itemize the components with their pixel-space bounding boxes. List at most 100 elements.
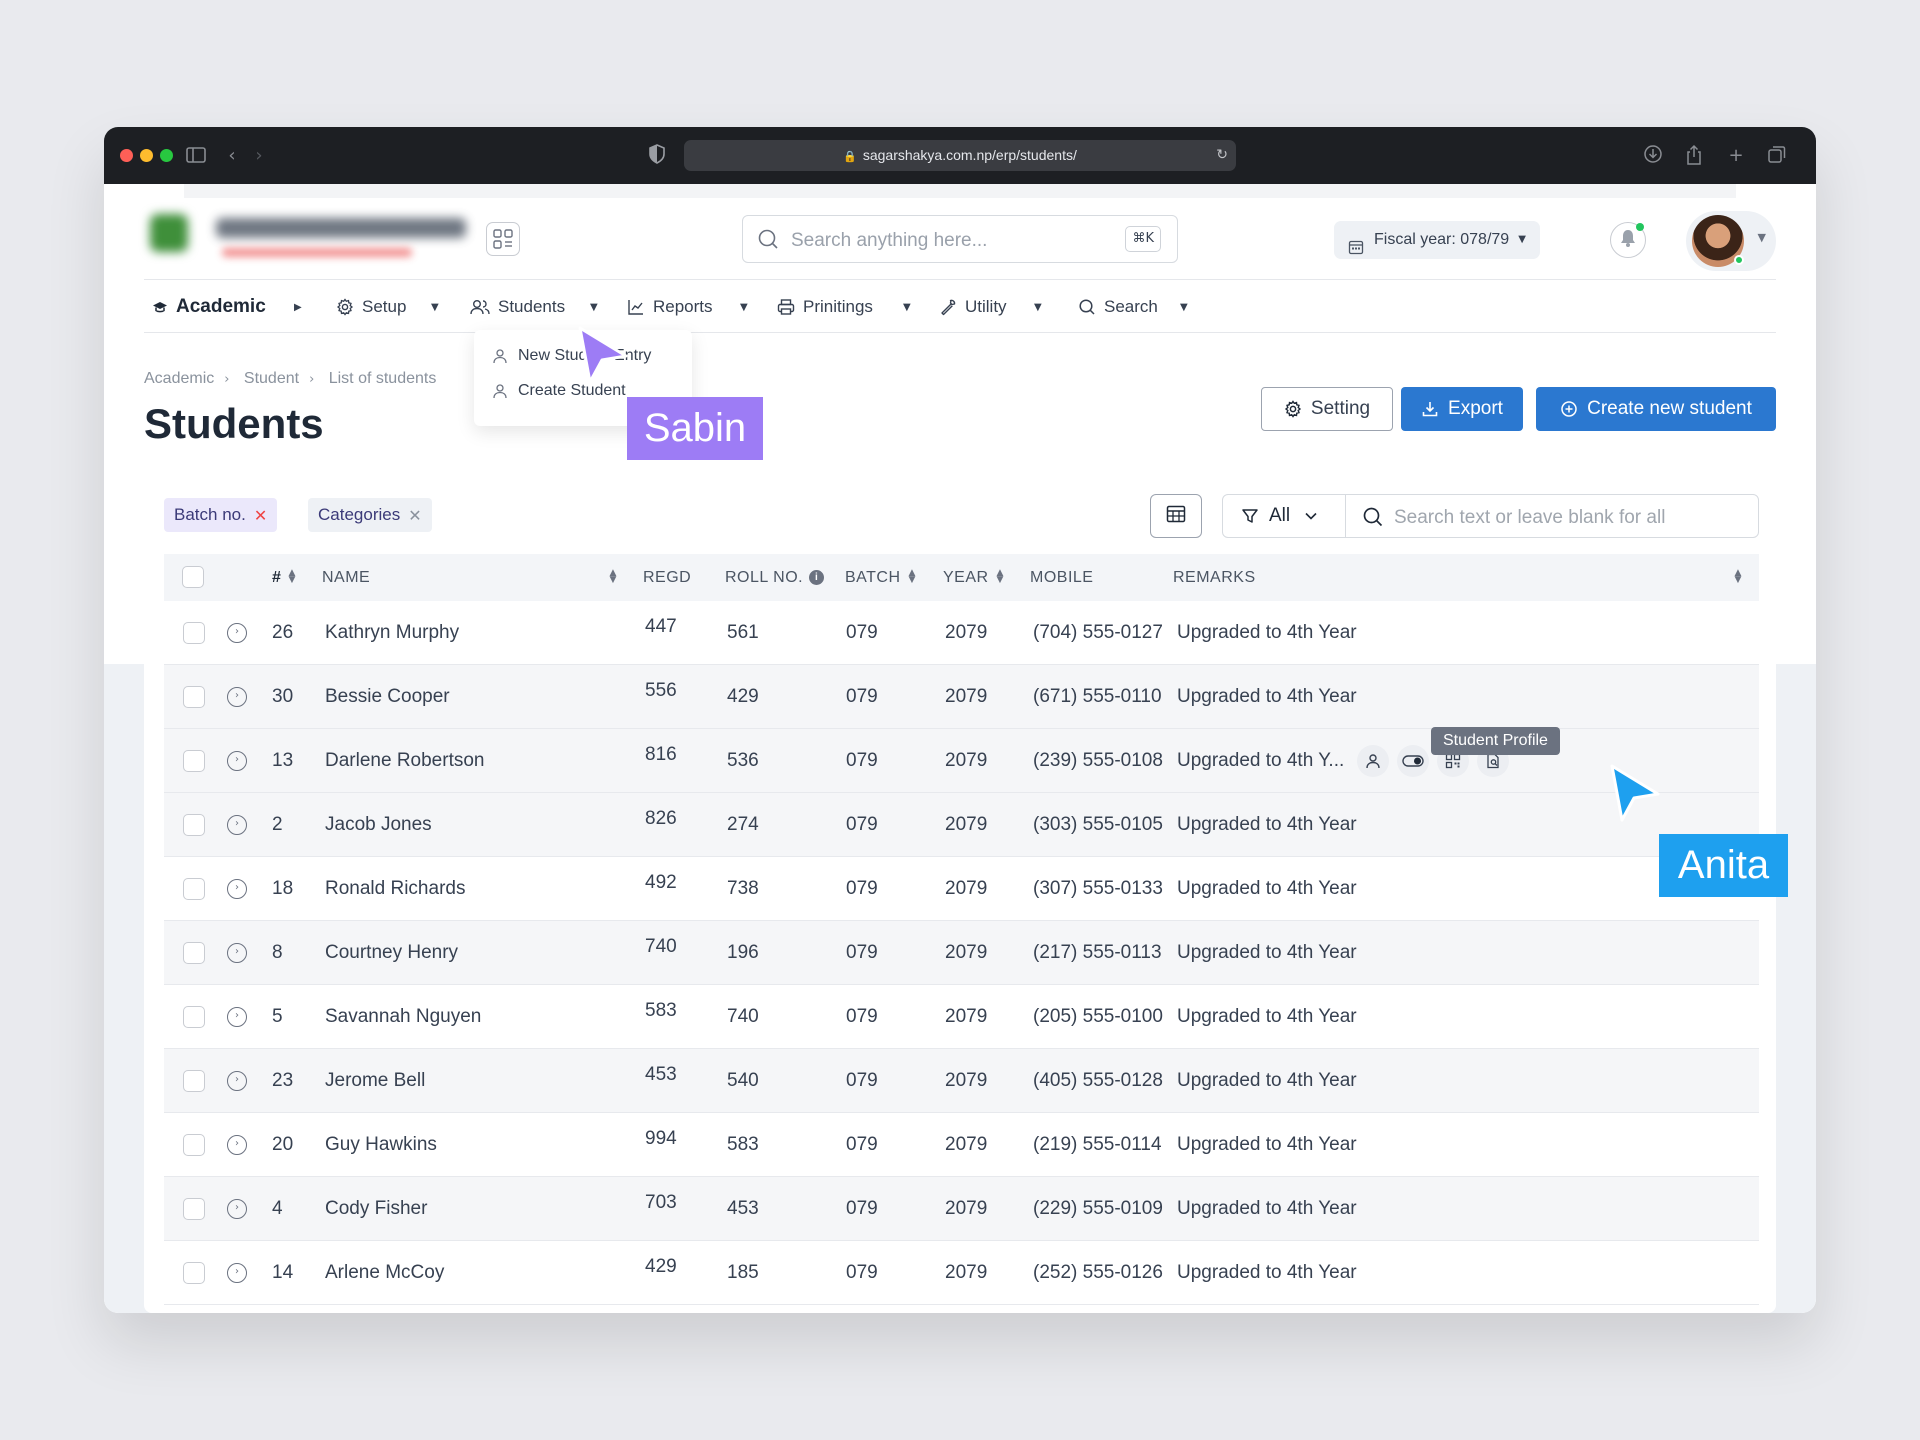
create-student-button[interactable]: Create new student <box>1536 387 1776 431</box>
expand-row-icon[interactable]: › <box>227 879 247 899</box>
reload-icon[interactable]: ↻ <box>1216 147 1228 163</box>
cell-batch: 079 <box>846 942 878 963</box>
filter-chip-categories[interactable]: Categories ✕ <box>308 498 432 532</box>
select-all-checkbox[interactable] <box>182 566 204 588</box>
table-row[interactable]: › 2 Jacob Jones 826 274 079 2079 (303) 5… <box>164 793 1759 857</box>
tab-overview-icon[interactable] <box>1765 144 1789 168</box>
row-checkbox[interactable] <box>183 878 205 900</box>
zoom-window-button[interactable] <box>160 149 173 162</box>
share-icon[interactable] <box>1682 144 1706 168</box>
expand-row-icon[interactable]: › <box>227 1007 247 1027</box>
col-number[interactable]: # <box>272 569 282 586</box>
filter-chip-batch[interactable]: Batch no. ✕ <box>164 498 278 532</box>
fiscal-year-label: Fiscal year: 078/79 <box>1374 231 1510 248</box>
info-icon[interactable]: i <box>809 570 825 586</box>
breadcrumb-student[interactable]: Student <box>243 370 300 387</box>
sort-icon[interactable]: ▲ ▼ <box>996 568 1004 585</box>
app-switcher-icon[interactable] <box>486 222 520 256</box>
row-checkbox[interactable] <box>183 1134 205 1156</box>
shield-icon[interactable] <box>645 144 669 168</box>
expand-row-icon[interactable]: › <box>227 1199 247 1219</box>
table-row[interactable]: › 23 Jerome Bell 453 540 079 2079 (405) … <box>164 1049 1759 1113</box>
nav-reports[interactable]: Reports ▼ <box>627 282 748 332</box>
cell-mobile: (239) 555-0108 <box>1033 750 1163 771</box>
expand-row-icon[interactable]: › <box>227 1263 247 1283</box>
col-name[interactable]: NAME <box>322 569 371 586</box>
row-checkbox[interactable] <box>183 750 205 772</box>
nav-utility[interactable]: Utility ▼ <box>939 282 1042 332</box>
sort-icon[interactable]: ▲ ▼ <box>609 568 617 585</box>
row-checkbox[interactable] <box>183 1070 205 1092</box>
expand-row-icon[interactable]: › <box>227 815 247 835</box>
row-checkbox[interactable] <box>183 814 205 836</box>
expand-row-icon[interactable]: › <box>227 1135 247 1155</box>
nav-printings[interactable]: Prinitings ▼ <box>777 282 911 332</box>
cell-number: 14 <box>272 1262 294 1283</box>
minimize-window-button[interactable] <box>140 149 153 162</box>
menu-item-create-student[interactable]: Create Student <box>492 379 626 403</box>
cell-year: 2079 <box>945 750 988 771</box>
close-icon[interactable]: ✕ <box>408 505 422 525</box>
close-icon[interactable]: ✕ <box>253 505 268 525</box>
sort-icon[interactable]: ▲ ▼ <box>1734 568 1742 585</box>
col-remarks[interactable]: REMARKS <box>1173 569 1256 586</box>
table-row[interactable]: › 5 Savannah Nguyen 583 740 079 2079 (20… <box>164 985 1759 1049</box>
table-search-input[interactable]: Search text or leave blank for all <box>1345 494 1759 538</box>
cell-roll: 536 <box>727 750 759 771</box>
chevron-right-icon: › <box>309 372 315 387</box>
forward-icon[interactable]: › <box>255 145 263 166</box>
table-row[interactable]: › 14 Arlene McCoy 429 185 079 2079 (252)… <box>164 1241 1759 1305</box>
top-strip <box>184 184 1736 198</box>
expand-row-icon[interactable]: › <box>227 1071 247 1091</box>
close-window-button[interactable] <box>120 149 133 162</box>
table-row[interactable]: › 20 Guy Hawkins 994 583 079 2079 (219) … <box>164 1113 1759 1177</box>
notification-button[interactable] <box>1610 222 1646 258</box>
table-row[interactable]: › 30 Bessie Cooper 556 429 079 2079 (671… <box>164 665 1759 729</box>
cell-batch: 079 <box>846 1198 878 1219</box>
cell-name: Arlene McCoy <box>325 1262 445 1283</box>
row-checkbox[interactable] <box>183 1198 205 1220</box>
download-icon[interactable] <box>1641 144 1665 168</box>
row-checkbox[interactable] <box>183 1262 205 1284</box>
table-view-button[interactable] <box>1150 494 1202 538</box>
table-row[interactable]: › 4 Cody Fisher 703 453 079 2079 (229) 5… <box>164 1177 1759 1241</box>
breadcrumb-academic[interactable]: Academic <box>144 370 215 387</box>
new-tab-icon[interactable]: + <box>1728 145 1744 166</box>
row-checkbox[interactable] <box>183 942 205 964</box>
row-checkbox[interactable] <box>183 686 205 708</box>
nav-students[interactable]: Students ▼ <box>470 282 598 332</box>
cell-regd: 447 <box>645 616 677 637</box>
nav-search[interactable]: Search ▼ <box>1078 282 1188 332</box>
back-icon[interactable]: ‹ <box>228 145 236 166</box>
col-year[interactable]: YEAR <box>943 569 989 586</box>
nav-academic[interactable]: Academic ▶ <box>152 282 302 332</box>
sort-icon[interactable]: ▲ ▼ <box>908 568 916 585</box>
col-batch[interactable]: BATCH <box>845 569 901 586</box>
sidebar-toggle-icon[interactable] <box>184 144 208 168</box>
expand-row-icon[interactable]: › <box>227 623 247 643</box>
nav-academic-label: Academic <box>176 296 266 317</box>
table-row[interactable]: › 18 Ronald Richards 492 738 079 2079 (3… <box>164 857 1759 921</box>
global-search[interactable]: Search anything here... ⌘K <box>742 215 1178 263</box>
user-menu[interactable]: ▼ <box>1686 211 1776 271</box>
expand-row-icon[interactable]: › <box>227 687 247 707</box>
address-bar[interactable]: 🔒 sagarshakya.com.np/erp/students/ ↻ <box>684 140 1236 171</box>
caret-down-icon: ▼ <box>1757 231 1766 244</box>
table-row[interactable]: › 8 Courtney Henry 740 196 079 2079 (217… <box>164 921 1759 985</box>
nav-setup[interactable]: Setup ▼ <box>336 282 439 332</box>
fiscal-year-select[interactable]: Fiscal year: 078/79 ▼ <box>1334 221 1540 259</box>
cell-name: Jerome Bell <box>325 1070 426 1091</box>
user-profile-icon[interactable] <box>1357 745 1389 777</box>
row-checkbox[interactable] <box>183 1006 205 1028</box>
setting-button[interactable]: Setting <box>1261 387 1393 431</box>
toggle-icon[interactable] <box>1397 745 1429 777</box>
export-button[interactable]: Export <box>1401 387 1523 431</box>
expand-row-icon[interactable]: › <box>227 943 247 963</box>
expand-row-icon[interactable]: › <box>227 751 247 771</box>
lock-icon: 🔒 <box>843 150 857 163</box>
filter-select[interactable]: All <box>1222 494 1346 538</box>
table-row[interactable]: › 26 Kathryn Murphy 447 561 079 2079 (70… <box>164 601 1759 665</box>
sort-icon[interactable]: ▲ ▼ <box>288 568 296 585</box>
cell-number: 13 <box>272 750 294 771</box>
row-checkbox[interactable] <box>183 622 205 644</box>
